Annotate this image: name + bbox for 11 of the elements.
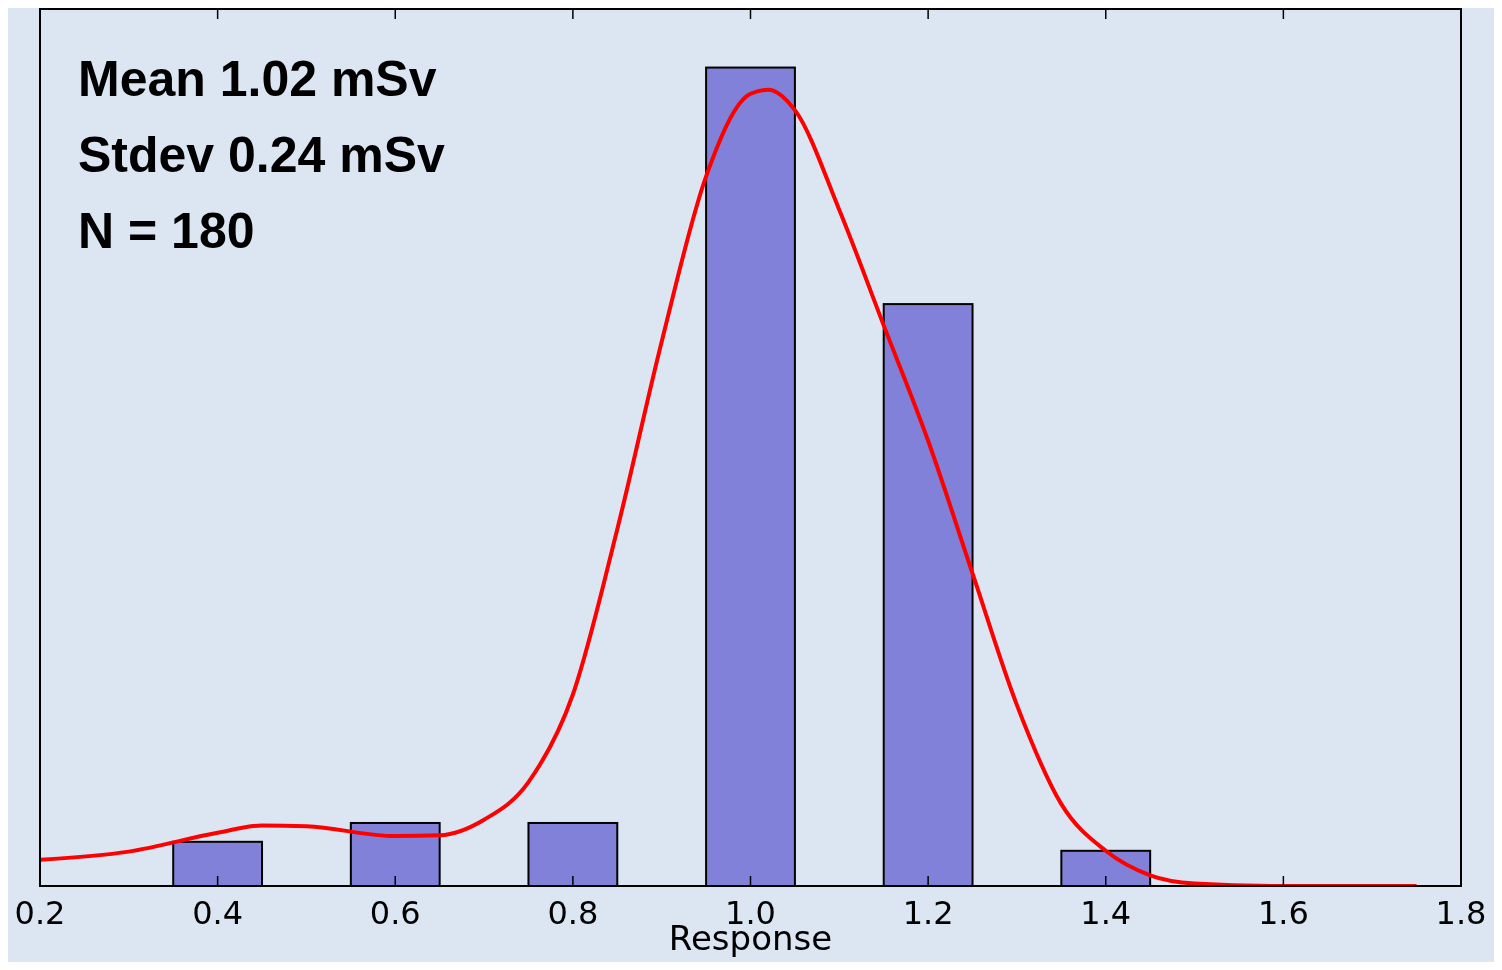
x-tick-label: 0.6 <box>369 894 421 932</box>
x-tick-label: 0.2 <box>14 894 66 932</box>
annotation: Mean 1.02 mSv <box>78 51 437 107</box>
x-tick-label: 1.2 <box>902 894 954 932</box>
x-tick-label: 0.4 <box>192 894 244 932</box>
x-tick-label: 1.6 <box>1257 894 1309 932</box>
annotation: N = 180 <box>78 203 255 259</box>
x-tick-label: 0.8 <box>547 894 599 932</box>
x-tick-label: 1.8 <box>1435 894 1487 932</box>
x-tick-label: 1.4 <box>1080 894 1132 932</box>
annotation: Stdev 0.24 mSv <box>78 127 446 183</box>
